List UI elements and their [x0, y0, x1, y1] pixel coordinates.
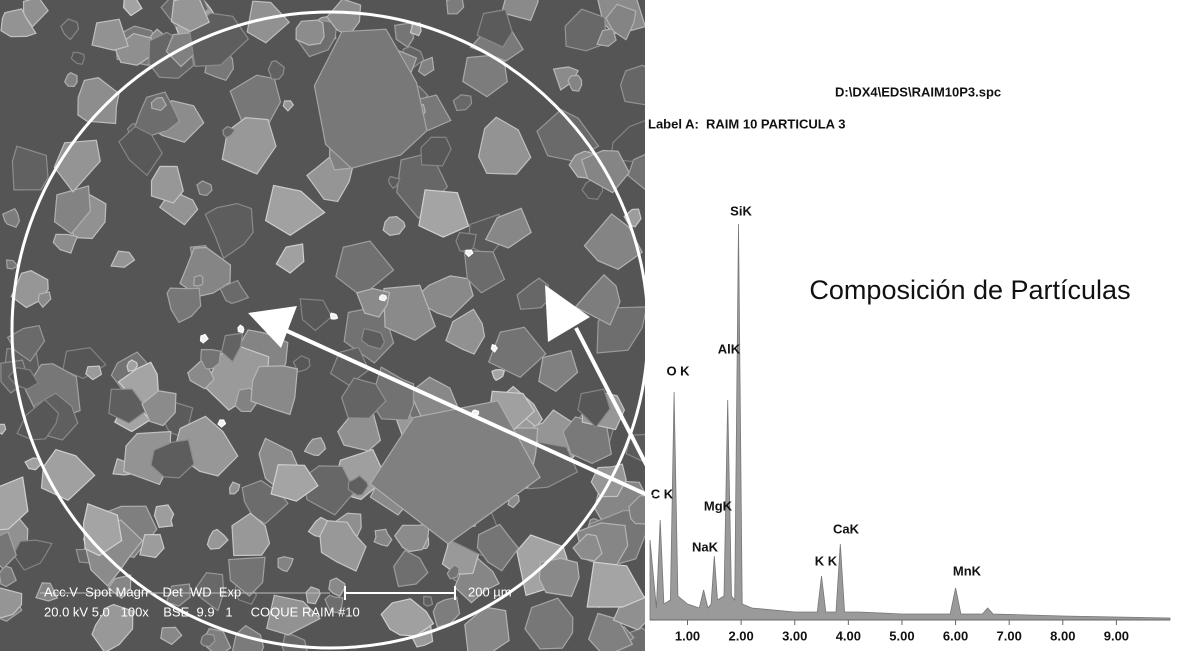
peak-label: AlK [718, 341, 741, 356]
x-tick-label: 1.00 [675, 628, 700, 643]
info-header: Acc.V Spot Magn Det WD Exp [44, 584, 241, 599]
x-tick-label: 3.00 [782, 628, 807, 643]
peak-label: CaK [833, 521, 860, 536]
chart-title: Composición de Partículas [809, 275, 1130, 305]
x-tick-label: 8.00 [1050, 628, 1075, 643]
particle [154, 505, 173, 527]
peak-label: K K [815, 553, 838, 568]
particle [152, 166, 184, 203]
particle [380, 295, 387, 301]
spectrum-label: Label A: RAIM 10 PARTICULA 3 [648, 116, 845, 131]
particle [194, 275, 203, 286]
x-tick-label: 7.00 [997, 628, 1022, 643]
x-tick-label: 5.00 [889, 628, 914, 643]
scale-bar-label: 200 µm [468, 584, 512, 599]
figure: Acc.V Spot Magn Det WD Exp 20.0 kV 5.0 1… [0, 0, 1178, 651]
particle [238, 325, 244, 332]
x-tick-label: 4.00 [836, 628, 861, 643]
particle [296, 20, 324, 45]
x-tick-label: 6.00 [943, 628, 968, 643]
file-path: D:\DX4\EDS\RAIM10P3.spc [835, 84, 1001, 99]
peak-label: MgK [704, 498, 733, 513]
peak-label: SiK [730, 203, 752, 218]
peak-label: C K [651, 486, 674, 501]
x-tick-label: 9.00 [1104, 628, 1129, 643]
peak-label: MnK [953, 563, 982, 578]
x-tick-label: 2.00 [728, 628, 753, 643]
peak-label: O K [666, 363, 690, 378]
info-values: 20.0 kV 5.0 100x BSE 9.9 1 COQUE RAIM #1… [44, 604, 360, 619]
particle [424, 596, 433, 606]
peak-label: NaK [692, 539, 719, 554]
